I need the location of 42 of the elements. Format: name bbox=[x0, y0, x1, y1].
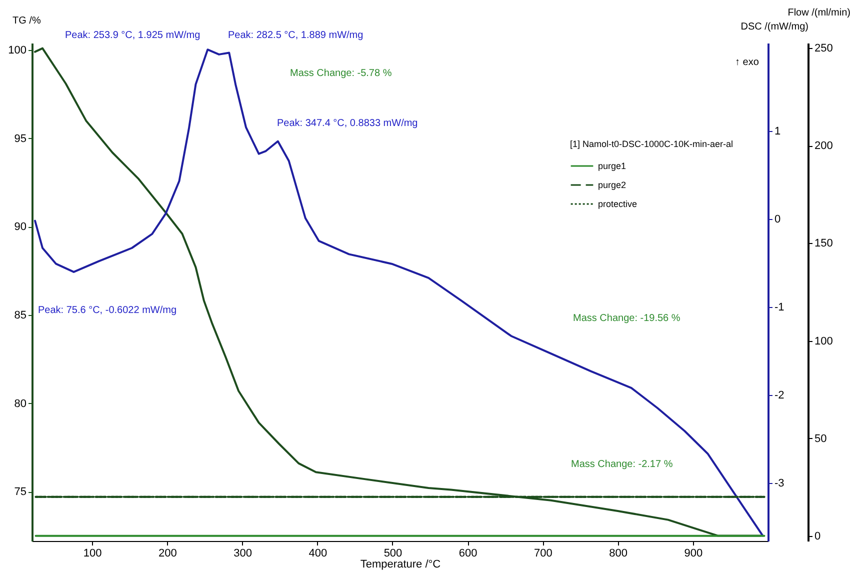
y3-tick-label: 250 bbox=[814, 42, 833, 55]
x-tick-label: 400 bbox=[308, 548, 328, 560]
y2-tick-label: 0 bbox=[774, 213, 781, 226]
y-tick-label: 90 bbox=[14, 221, 26, 234]
y-axis-title: TG /% bbox=[12, 16, 41, 26]
y2-tick-label: 1 bbox=[774, 125, 781, 138]
x-tick-label: 600 bbox=[458, 548, 478, 560]
y-tick-label: 100 bbox=[8, 44, 26, 57]
x-tick-label: 700 bbox=[534, 548, 552, 560]
text: Peak: 282.5 °C, 1.889 mW/mg bbox=[228, 30, 364, 41]
annotation: Mass Change: -5.78 % bbox=[290, 68, 392, 79]
y3-axis-title: Flow /(ml/min) bbox=[788, 8, 850, 18]
text: Peak: 253.9 °C, 1.925 mW/mg bbox=[65, 30, 200, 41]
x-tick-label: 100 bbox=[83, 548, 102, 560]
x-tick-label: 500 bbox=[384, 548, 402, 560]
y2-axis-title: DSC /(mW/mg) bbox=[740, 22, 808, 32]
y-tick-label: 80 bbox=[14, 398, 26, 410]
y3-tick-label: 50 bbox=[814, 432, 827, 445]
y3-tick-label: 200 bbox=[814, 140, 833, 152]
x-tick-label: 300 bbox=[234, 548, 252, 560]
annotation: Peak: 347.4 °C, 0.8833 mW/mg bbox=[277, 118, 418, 129]
annotation: ↑ exo bbox=[735, 57, 760, 68]
y2-tick-label: -2 bbox=[774, 389, 784, 402]
y2-tick-label: -1 bbox=[774, 301, 784, 314]
x-axis-title: Temperature /°C bbox=[360, 558, 441, 570]
annotation: Mass Change: -2.17 % bbox=[571, 459, 673, 470]
x-tick-label: 800 bbox=[609, 548, 628, 560]
annotation: Peak: 75.6 °C, -0.6022 mW/mg bbox=[38, 305, 177, 316]
x-tick-label: 200 bbox=[158, 548, 177, 560]
y3-tick-label: 150 bbox=[814, 238, 833, 250]
y3-tick-label: 100 bbox=[814, 335, 833, 348]
x-tick-label: 900 bbox=[684, 548, 703, 560]
legend-title: [1] Namol-t0-DSC-1000C-10K-min-aer-al bbox=[570, 139, 734, 149]
legend-label: purge1 bbox=[598, 161, 626, 171]
y-tick-label: 85 bbox=[14, 309, 26, 322]
legend-label: protective bbox=[598, 199, 638, 209]
annotation: Mass Change: -19.56 % bbox=[573, 313, 680, 324]
legend-label: purge2 bbox=[598, 180, 626, 190]
y-tick-label: 95 bbox=[14, 132, 26, 145]
y-tick-label: 75 bbox=[14, 486, 26, 498]
y3-tick-label: 0 bbox=[814, 530, 821, 542]
y2-tick-label: -3 bbox=[774, 477, 784, 490]
